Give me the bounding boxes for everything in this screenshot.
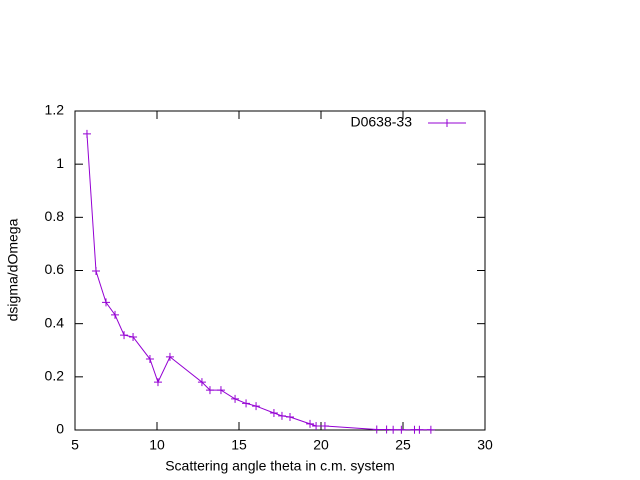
data-point xyxy=(269,408,278,417)
data-point xyxy=(231,394,240,403)
y-axis-label: dsigma/dOmega xyxy=(5,218,21,321)
x-tick-label: 30 xyxy=(477,437,493,453)
data-point xyxy=(153,378,162,387)
x-tick-label: 15 xyxy=(231,437,247,453)
x-tick-label: 25 xyxy=(395,437,411,453)
x-tick-label: 10 xyxy=(149,437,165,453)
data-point xyxy=(277,411,286,420)
data-point xyxy=(205,386,214,395)
data-point xyxy=(129,332,138,341)
data-line xyxy=(86,133,431,431)
legend-label: D0638-33 xyxy=(351,114,413,130)
data-point xyxy=(120,331,129,340)
data-point xyxy=(101,298,110,307)
data-point xyxy=(197,378,206,387)
y-tick-label: 1 xyxy=(56,155,64,171)
y-tick-label: 1.2 xyxy=(45,102,65,118)
y-tick-label: 0.4 xyxy=(45,314,65,330)
y-tick-label: 0.2 xyxy=(45,368,65,384)
x-tick-label: 20 xyxy=(313,437,329,453)
y-tick-label: 0 xyxy=(56,421,64,437)
data-point xyxy=(165,352,174,361)
data-point xyxy=(426,425,435,434)
data-point xyxy=(415,425,424,434)
y-tick-label: 0.6 xyxy=(45,261,65,277)
x-tick-label: 5 xyxy=(71,437,79,453)
legend-marker xyxy=(443,119,451,127)
x-axis-label: Scattering angle theta in c.m. system xyxy=(165,458,395,474)
y-tick-label: 0.8 xyxy=(45,208,65,224)
plot-border xyxy=(74,110,486,431)
data-point xyxy=(145,355,154,364)
data-point xyxy=(372,425,381,434)
data-point xyxy=(389,425,398,434)
data-point xyxy=(216,386,225,395)
data-point xyxy=(306,419,315,428)
data-point xyxy=(91,267,100,276)
data-point xyxy=(312,422,321,431)
data-point xyxy=(252,402,261,411)
data-point xyxy=(242,399,251,408)
data-point xyxy=(111,310,120,319)
data-point xyxy=(82,129,91,138)
data-point xyxy=(397,425,406,434)
data-point xyxy=(320,422,329,431)
data-point xyxy=(286,412,295,421)
